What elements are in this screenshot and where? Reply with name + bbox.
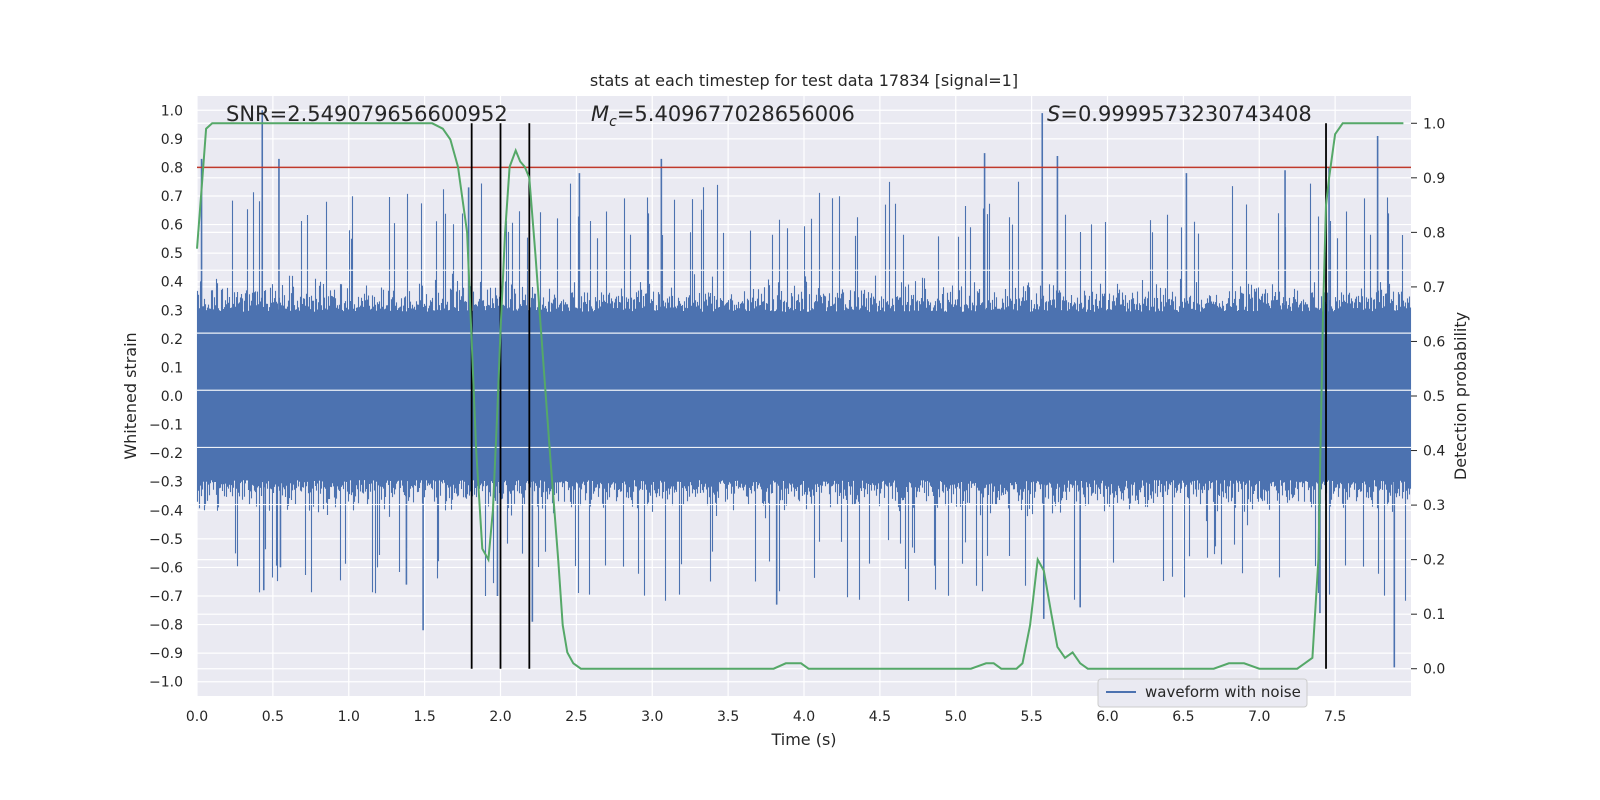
y-right-tick-label: 0.1: [1423, 607, 1445, 623]
y-left-tick-label: −0.6: [149, 560, 183, 576]
y-right-tick-label: 0.3: [1423, 498, 1445, 514]
y-left-tick-label: −0.5: [149, 532, 183, 548]
y-left-tick-label: −0.8: [149, 618, 183, 634]
y-left-tick-label: −0.1: [149, 418, 183, 434]
y-left-tick-label: −0.2: [149, 446, 183, 462]
snr-annotation: SNR=2.549079656600952: [226, 102, 508, 126]
y-left-tick-label: 0.3: [161, 303, 183, 319]
y-left-tick-label: −0.7: [149, 589, 183, 605]
x-tick-label: 3.0: [641, 709, 663, 725]
x-tick-label: 7.0: [1248, 709, 1270, 725]
x-tick-label: 2.5: [565, 709, 587, 725]
x-tick-label: 5.0: [945, 709, 967, 725]
y-left-tick-label: 0.2: [161, 332, 183, 348]
y-left-tick-label: −0.9: [149, 646, 183, 662]
y-right-tick-label: 0.4: [1423, 444, 1445, 460]
y-left-tick-label: 0.4: [161, 275, 183, 291]
probability-line: [196, 122, 1404, 670]
y-left-tick-label: 0.1: [161, 360, 183, 376]
y-left-tick-label: 0.0: [161, 389, 183, 405]
y-right-tick-label: 0.5: [1423, 389, 1445, 405]
y-left-tick-label: −0.3: [149, 475, 183, 491]
y-left-tick-label: −0.4: [149, 503, 183, 519]
x-tick-label: 1.0: [338, 709, 360, 725]
reference-lines: [197, 123, 1411, 669]
y-left-tick-label: 1.0: [161, 103, 183, 119]
x-tick-label: 0.5: [262, 709, 284, 725]
y-left-tick-label: 0.9: [161, 132, 183, 148]
probability-series: [196, 122, 1404, 670]
s-symbol: S: [1047, 102, 1060, 126]
x-tick-label: 6.0: [1096, 709, 1118, 725]
y-right-tick-label: 0.8: [1423, 225, 1445, 241]
chirp-mass-value: =5.409677028656006: [617, 102, 855, 126]
waveform-noise-trace: [196, 181, 1412, 601]
y-right-tick-label: 1.0: [1423, 116, 1445, 132]
chirp-mass-subscript: c: [609, 114, 617, 130]
y-right-axis-label: Detection probability: [1451, 312, 1470, 480]
x-tick-label: 0.0: [186, 709, 208, 725]
x-tick-label: 4.5: [869, 709, 891, 725]
y-left-ticks: 1.0 0.9 0.8 0.7 0.6 0.5 0.4 0.3 0.2 0.1 0.0 −0.1 −0.…: [149, 103, 183, 690]
legend-label: waveform with noise: [1145, 683, 1301, 701]
legend-box: [1097, 678, 1308, 708]
x-tick-label: 4.0: [793, 709, 815, 725]
x-tick-label: 2.0: [489, 709, 511, 725]
x-tick-label: 6.5: [1172, 709, 1194, 725]
s-value: =0.9999573230743408: [1060, 102, 1311, 126]
legend: waveform with noise: [1097, 678, 1308, 708]
chart-title: stats at each timestep for test data 178…: [590, 71, 1018, 90]
x-tick-label: 3.5: [717, 709, 739, 725]
y-left-tick-label: 0.7: [161, 189, 183, 205]
y-right-tick-label: 0.6: [1423, 334, 1445, 350]
y-right-tick-label: 0.0: [1423, 662, 1445, 678]
x-tick-label: 1.5: [413, 709, 435, 725]
y-left-tick-label: 0.5: [161, 246, 183, 262]
y-right-tick-label: 0.9: [1423, 171, 1445, 187]
y-right-ticks: 1.0 0.9 0.8 0.7 0.6 0.5 0.4 0.3 0.2 0.1 0.0: [1411, 116, 1445, 678]
y-left-tick-label: 0.6: [161, 218, 183, 234]
y-right-tick-label: 0.7: [1423, 280, 1445, 296]
waveform-series: [196, 110, 1412, 668]
chirp-mass-symbol: M: [591, 102, 609, 126]
y-left-tick-label: −1.0: [149, 675, 183, 691]
s-annotation: S=0.9999573230743408: [1047, 102, 1312, 126]
x-tick-label: 7.5: [1324, 709, 1346, 725]
x-axis-label: Time (s): [770, 730, 836, 749]
x-ticks: 0.0 0.5 1.0 1.5 2.0 2.5 3.0 3.5 4.0 4.5 5.0 5.5 6.0 6…: [186, 709, 1346, 725]
y-right-tick-label: 0.2: [1423, 553, 1445, 569]
y-left-tick-label: 0.8: [161, 160, 183, 176]
chirp-mass-annotation: Mc=5.409677028656006: [591, 102, 855, 130]
x-tick-label: 5.5: [1020, 709, 1042, 725]
y-left-axis-label: Whitened strain: [121, 332, 140, 459]
